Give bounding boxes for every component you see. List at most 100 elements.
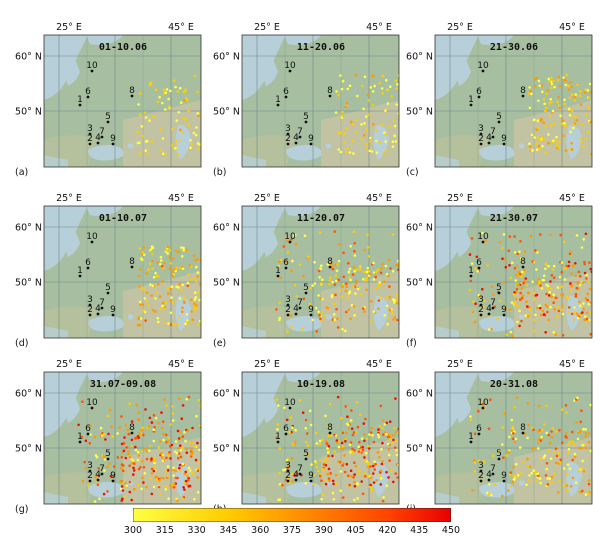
city-number: 9: [110, 305, 116, 315]
fire-point: [574, 481, 578, 484]
fire-point: [370, 426, 374, 430]
fire-point: [552, 451, 556, 455]
fire-point: [384, 109, 387, 112]
fire-point: [341, 445, 345, 448]
fire-point: [589, 403, 592, 407]
fire-point: [560, 261, 564, 264]
fire-point: [291, 456, 294, 460]
fire-point: [363, 122, 366, 125]
fire-point: [342, 275, 346, 279]
city-number: 8: [129, 423, 135, 433]
fire-point: [525, 283, 529, 287]
fire-point: [395, 87, 399, 90]
fire-point: [537, 99, 540, 102]
fire-point: [387, 433, 391, 437]
fire-point: [150, 492, 154, 496]
fire-point: [89, 433, 92, 436]
fire-point: [142, 466, 146, 469]
fire-point: [196, 466, 200, 470]
fire-point: [536, 136, 540, 139]
date-range-label: 11-20.07: [297, 213, 345, 224]
fire-point: [331, 267, 335, 271]
fire-point: [349, 317, 352, 321]
lon-tick-label: 45° E: [366, 22, 392, 33]
fire-point: [560, 441, 564, 445]
fire-point: [329, 434, 333, 437]
fire-point: [371, 74, 374, 77]
map-panel: 25° E 45° E 60° N 50° N 11-20.07 1 2 3 4 5 6 7 8 9 10(…: [212, 181, 405, 355]
fire-point: [301, 327, 304, 331]
fire-point: [550, 295, 553, 298]
fire-point: [587, 482, 591, 486]
fire-point: [575, 118, 579, 122]
fire-point: [333, 230, 337, 233]
fire-point: [512, 474, 515, 477]
fire-point: [128, 490, 132, 494]
fire-point: [163, 398, 166, 401]
fire-point: [286, 239, 289, 243]
fire-point: [522, 272, 525, 275]
fire-point: [363, 456, 366, 459]
fire-point: [397, 268, 399, 272]
fire-point: [589, 267, 592, 271]
fire-point: [544, 331, 547, 334]
fire-point: [145, 485, 148, 489]
fire-point: [487, 328, 491, 331]
fire-point: [358, 440, 361, 444]
fire-point: [195, 306, 198, 310]
fire-point: [380, 123, 384, 127]
fire-point: [150, 421, 154, 424]
fire-point: [308, 302, 312, 306]
fire-point: [110, 425, 113, 429]
fire-point: [510, 301, 514, 304]
fire-point: [552, 293, 555, 297]
city-marker: [298, 135, 302, 139]
city-marker: [469, 103, 473, 107]
fire-point: [532, 298, 536, 301]
fire-point: [581, 311, 584, 314]
fire-point: [177, 397, 181, 400]
fire-point: [291, 259, 294, 263]
fire-point: [353, 314, 356, 317]
fire-point: [136, 458, 140, 462]
fire-point: [353, 480, 356, 484]
fire-point: [548, 290, 551, 294]
fire-point: [575, 234, 579, 237]
fire-point: [384, 133, 388, 136]
fire-point: [312, 483, 316, 486]
fire-point: [557, 462, 560, 465]
fire-point: [550, 76, 553, 80]
city-marker: [521, 265, 525, 269]
fire-point: [496, 317, 499, 320]
fire-point: [549, 115, 552, 118]
fire-point: [367, 461, 370, 464]
fire-point: [139, 466, 142, 469]
city-number: 5: [496, 283, 502, 293]
fire-point: [196, 491, 200, 494]
fire-point: [130, 420, 134, 423]
city-marker: [479, 303, 483, 307]
fire-point: [516, 474, 520, 477]
fire-point: [80, 435, 84, 439]
fire-point: [341, 431, 345, 435]
fire-point: [289, 314, 293, 317]
fire-point: [515, 264, 519, 268]
fire-point: [326, 460, 329, 463]
fire-point: [158, 493, 162, 496]
fire-point: [309, 287, 312, 290]
fire-point: [166, 245, 170, 249]
fire-point: [182, 296, 186, 299]
city-marker: [481, 240, 485, 244]
fire-point: [362, 277, 365, 281]
fire-point: [528, 142, 531, 145]
fire-point: [301, 411, 305, 414]
fire-point: [380, 462, 384, 466]
fire-point: [385, 421, 388, 425]
fire-point: [324, 482, 328, 486]
fire-point: [368, 140, 372, 143]
fire-point: [348, 267, 352, 271]
fire-point: [568, 440, 572, 444]
fire-point: [175, 266, 178, 270]
fire-point: [304, 481, 308, 485]
fire-point: [544, 151, 547, 155]
